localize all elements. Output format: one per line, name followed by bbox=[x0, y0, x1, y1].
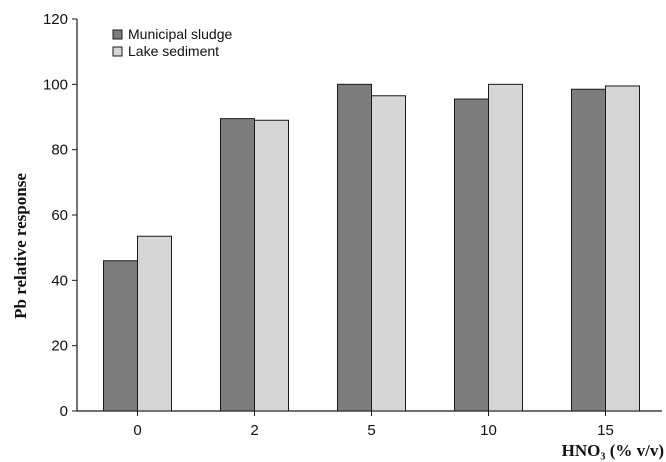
bar-municipal-sludge bbox=[454, 98, 489, 412]
bar-lake-sediment bbox=[137, 235, 172, 412]
bar-municipal-sludge bbox=[337, 83, 372, 412]
x-tick-label: 2 bbox=[250, 422, 258, 439]
y-ticks: 0 20 40 60 80 100 120 bbox=[43, 11, 77, 420]
x-axis-label: HNO₃ (% v/v) bbox=[562, 441, 664, 460]
y-tick-label: 100 bbox=[43, 76, 68, 93]
bar-municipal-sludge bbox=[220, 118, 255, 412]
bars bbox=[103, 83, 640, 412]
bar-municipal-sludge bbox=[571, 88, 606, 412]
x-tick-label: 0 bbox=[133, 422, 141, 439]
y-tick-label: 0 bbox=[60, 403, 68, 420]
bar-lake-sediment bbox=[371, 95, 406, 412]
legend-swatch bbox=[112, 29, 123, 40]
legend-label: Lake sediment bbox=[128, 43, 219, 59]
x-tick-label: 5 bbox=[367, 422, 375, 439]
y-tick-label: 40 bbox=[51, 272, 68, 289]
x-tick-label: 10 bbox=[480, 422, 497, 439]
bar-lake-sediment bbox=[605, 85, 640, 412]
bar-lake-sediment bbox=[254, 119, 289, 412]
x-ticks: 0 2 5 10 15 bbox=[133, 411, 614, 439]
x-tick-label: 15 bbox=[597, 422, 614, 439]
y-tick-label: 20 bbox=[51, 338, 68, 355]
y-axis-label: Pb relative response bbox=[11, 173, 30, 319]
bar-lake-sediment bbox=[488, 83, 523, 412]
bar-municipal-sludge bbox=[103, 260, 138, 412]
y-tick-label: 60 bbox=[51, 207, 68, 224]
y-tick-label: 120 bbox=[43, 11, 68, 28]
legend-label: Municipal sludge bbox=[128, 26, 232, 42]
legend-swatch bbox=[112, 46, 123, 57]
y-tick-label: 80 bbox=[51, 142, 68, 159]
